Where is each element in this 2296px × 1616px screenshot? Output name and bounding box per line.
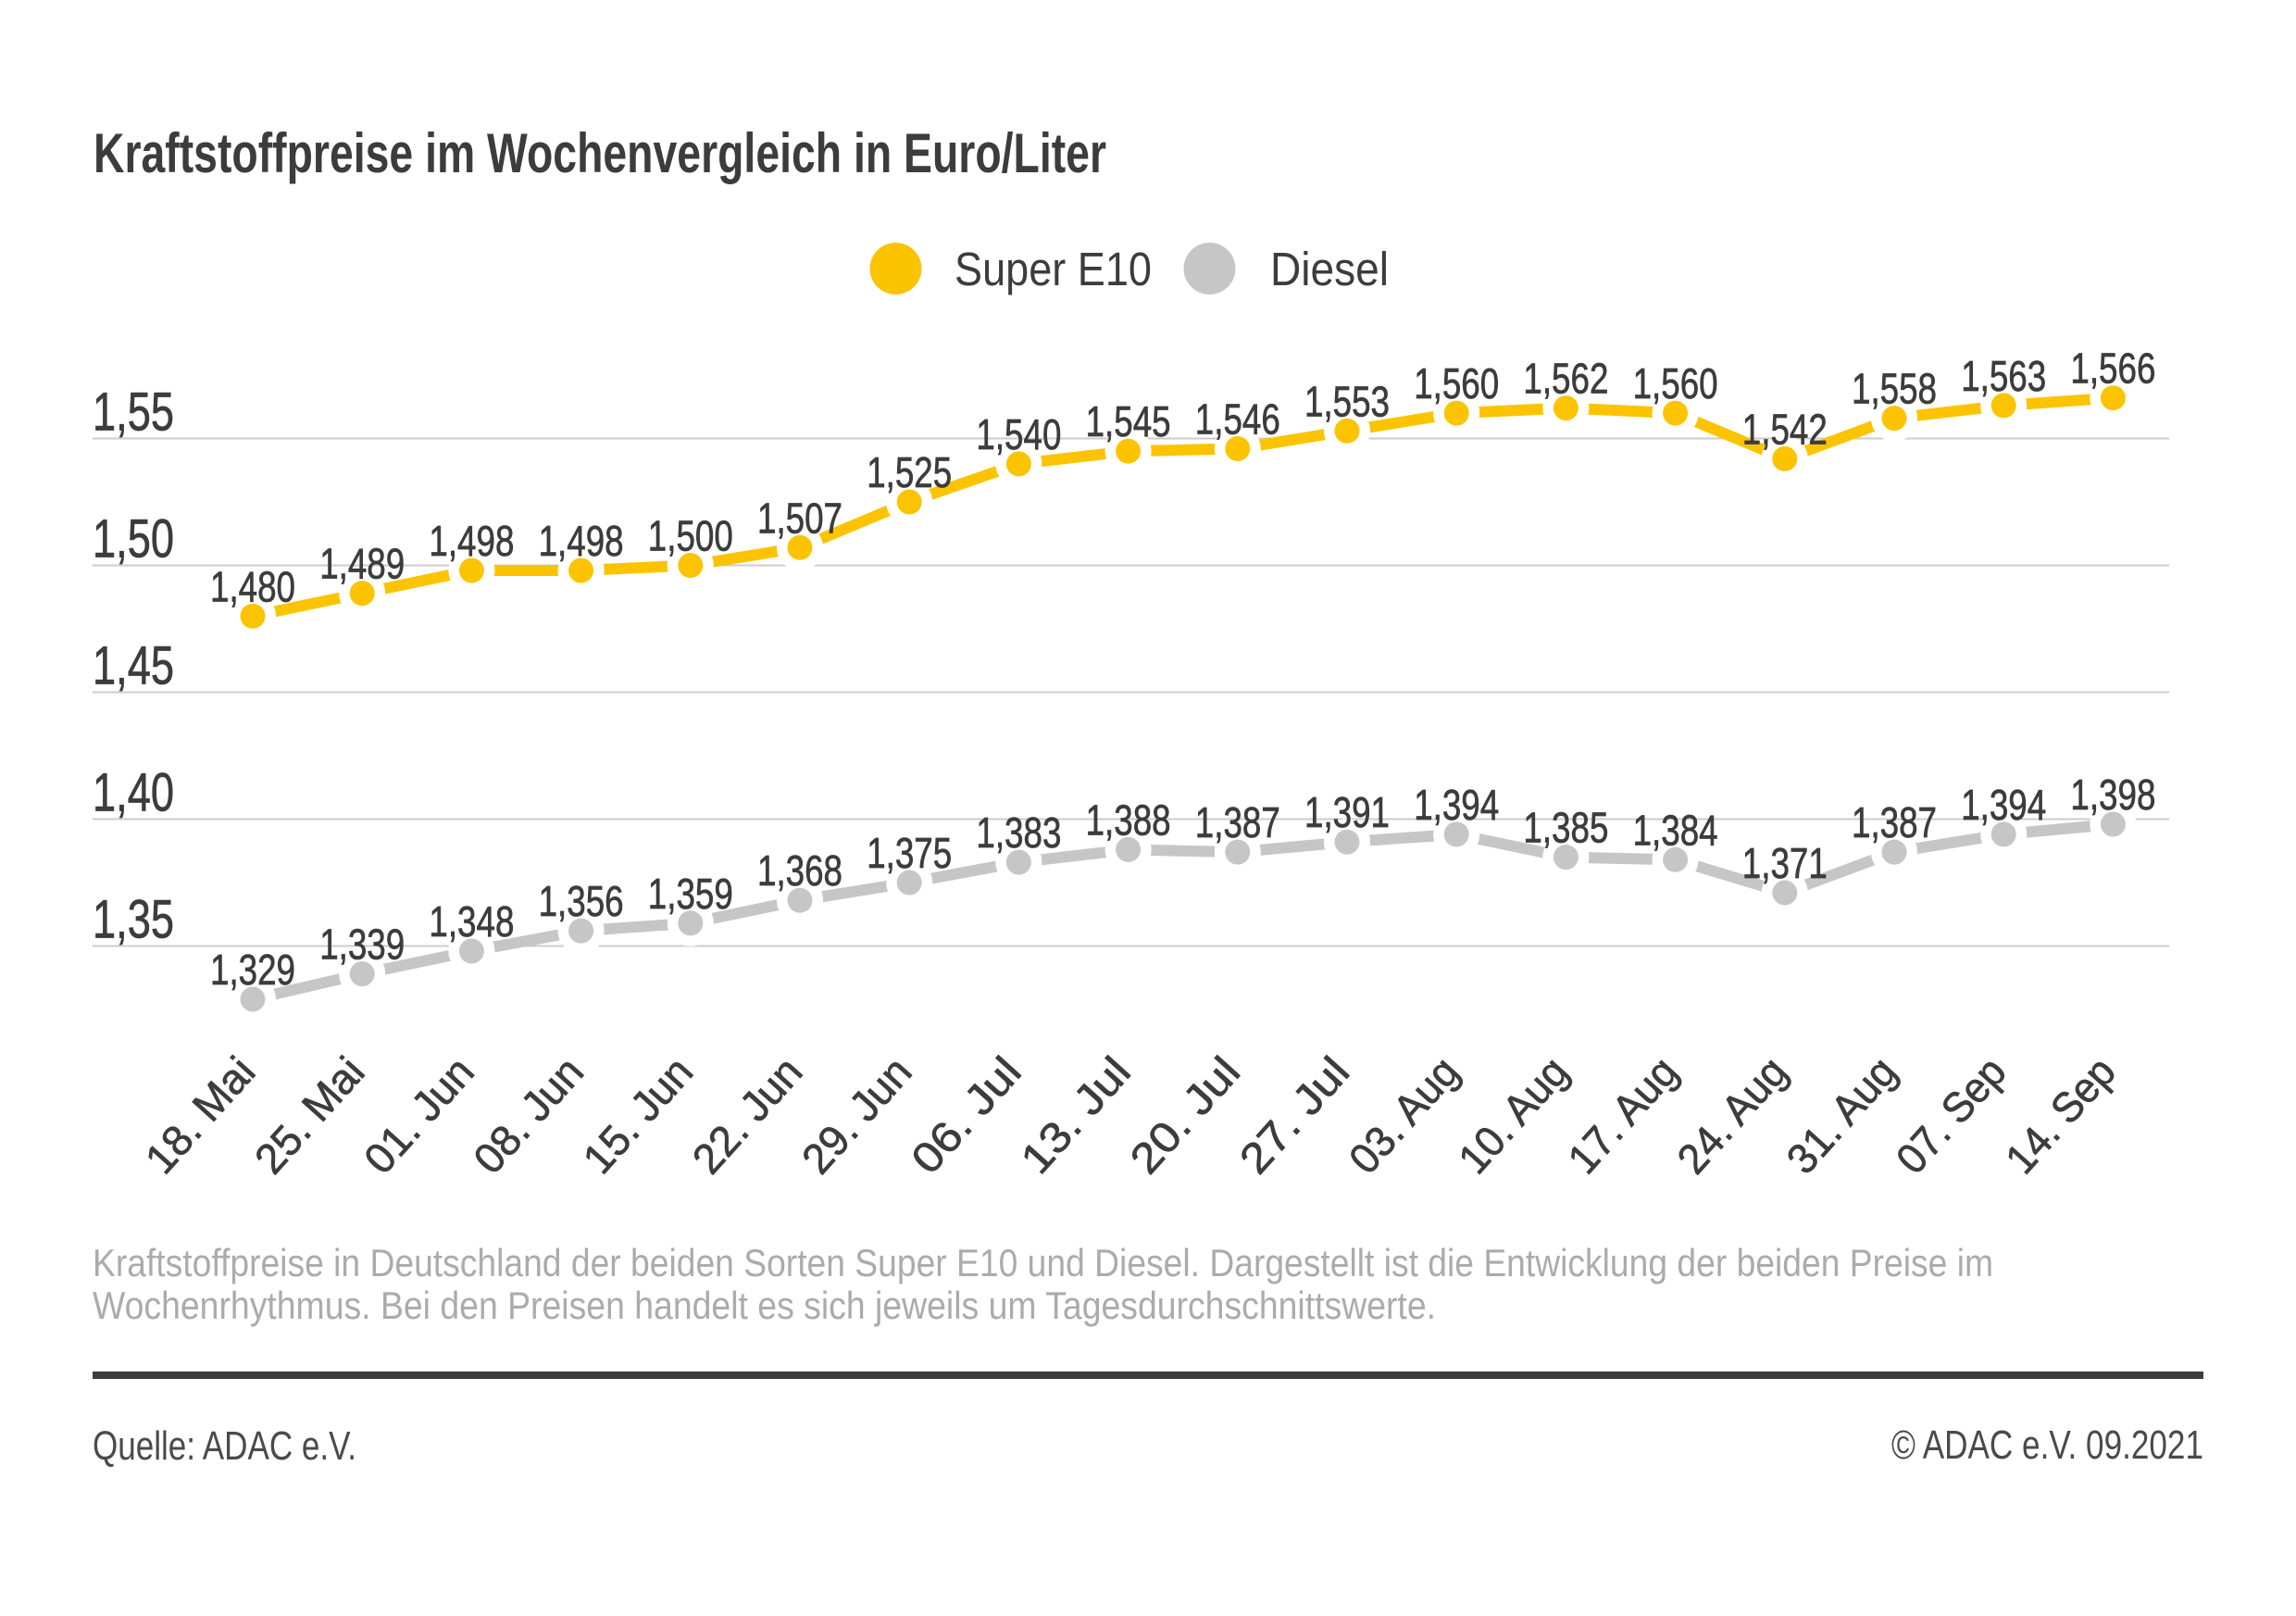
svg-text:1,45: 1,45 [93,636,174,696]
svg-text:1,359: 1,359 [648,870,733,918]
svg-text:1,566: 1,566 [2070,344,2155,393]
svg-text:1,394: 1,394 [1414,781,1499,829]
svg-text:1,563: 1,563 [1961,352,2046,400]
svg-text:1,388: 1,388 [1086,795,1171,844]
svg-text:1,507: 1,507 [757,494,842,542]
svg-text:1,329: 1,329 [210,946,295,994]
svg-text:Kraftstoffpreise in Deutschlan: Kraftstoffpreise in Deutschland der beid… [93,1241,1993,1284]
svg-text:1,394: 1,394 [1961,781,2046,829]
svg-text:1,385: 1,385 [1523,804,1608,852]
svg-text:1,500: 1,500 [648,512,733,560]
svg-text:1,50: 1,50 [93,509,174,570]
svg-text:1,348: 1,348 [429,897,514,946]
svg-text:1,560: 1,560 [1633,359,1718,407]
svg-text:1,553: 1,553 [1304,377,1390,425]
svg-text:1,387: 1,387 [1195,798,1280,846]
svg-text:1,480: 1,480 [210,562,295,610]
svg-text:Diesel: Diesel [1270,243,1389,295]
svg-text:1,560: 1,560 [1414,359,1499,407]
svg-text:1,387: 1,387 [1852,798,1937,846]
svg-text:1,498: 1,498 [429,517,514,565]
svg-text:1,562: 1,562 [1523,355,1608,403]
svg-text:1,383: 1,383 [976,808,1061,857]
svg-text:Wochenrhythmus. Bei den Preise: Wochenrhythmus. Bei den Preisen handelt … [93,1284,1436,1327]
svg-text:1,542: 1,542 [1742,405,1828,453]
svg-text:1,375: 1,375 [867,829,952,877]
svg-text:Kraftstoffpreise im Wochenverg: Kraftstoffpreise im Wochenvergleich in E… [94,122,1106,184]
svg-text:1,356: 1,356 [539,877,624,925]
svg-text:1,545: 1,545 [1086,397,1171,445]
svg-text:Quelle: ADAC e.V.: Quelle: ADAC e.V. [93,1423,356,1469]
svg-text:1,558: 1,558 [1852,365,1937,413]
svg-text:1,368: 1,368 [757,846,842,895]
svg-text:1,489: 1,489 [319,540,405,588]
svg-text:1,398: 1,398 [2070,770,2155,819]
svg-text:1,391: 1,391 [1304,788,1390,836]
svg-text:1,546: 1,546 [1195,395,1280,444]
svg-text:© ADAC e.V. 09.2021: © ADAC e.V. 09.2021 [1891,1422,2203,1468]
svg-text:Super E10: Super E10 [955,243,1152,295]
svg-text:1,371: 1,371 [1742,839,1828,887]
svg-text:1,540: 1,540 [976,410,1061,458]
svg-text:1,35: 1,35 [93,890,174,950]
svg-text:1,40: 1,40 [93,763,174,823]
svg-text:1,498: 1,498 [539,517,624,565]
svg-text:1,339: 1,339 [319,921,405,969]
svg-text:1,55: 1,55 [93,382,174,443]
svg-text:1,525: 1,525 [867,448,952,496]
svg-text:1,384: 1,384 [1633,806,1718,854]
